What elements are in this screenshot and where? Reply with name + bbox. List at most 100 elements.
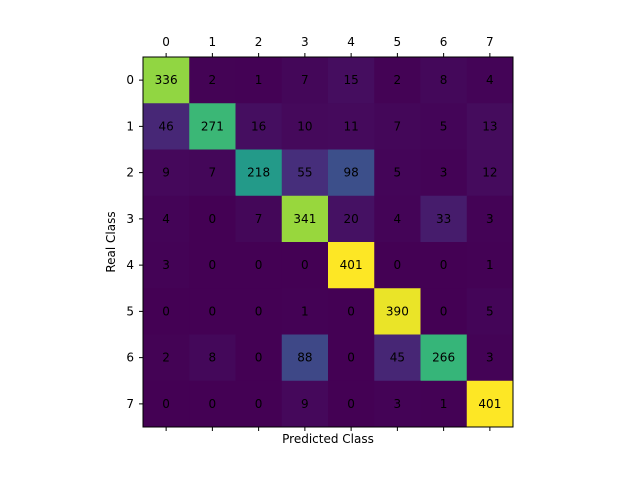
cell-value-r0-c2: 1 [255, 73, 263, 87]
cell-value-labels: 336 2 1 7 15 2 8 446 271 16 10 11 7 5 139 7 218 55 98 5 3 124… [155, 73, 502, 411]
heatmap-cell-r3-c4 [328, 195, 375, 243]
heatmap-cell-r6-c1 [189, 334, 236, 382]
cell-value-r0-c6: 8 [440, 73, 448, 87]
cell-value-r1-c4: 11 [343, 119, 358, 133]
cell-value-r2-c3: 55 [297, 166, 312, 180]
cell-value-r0-c5: 2 [394, 73, 402, 87]
cell-value-r3-c4: 20 [343, 212, 358, 226]
heatmap-cell-r5-c7 [466, 288, 514, 335]
x-tick-label-4: 4 [347, 35, 355, 49]
cell-value-r7-c3: 9 [301, 397, 309, 411]
heatmap-cell-r1-c4 [328, 103, 375, 150]
cell-value-r6-c6: 266 [432, 351, 455, 365]
heatmap-cell-r1-c0 [143, 103, 190, 150]
cell-value-r7-c1: 0 [209, 397, 217, 411]
heatmap-cell-r2-c1 [189, 149, 236, 197]
cell-value-r7-c0: 0 [162, 397, 170, 411]
cell-value-r6-c5: 45 [390, 351, 405, 365]
heatmap-cell-r2-c0 [143, 149, 190, 197]
heatmap-cell-r6-c5 [374, 334, 421, 382]
cell-value-r4-c0: 3 [162, 258, 170, 272]
heatmap-cell-r1-c6 [420, 103, 468, 150]
cell-value-r6-c4: 0 [347, 351, 355, 365]
cell-value-r7-c7: 401 [478, 397, 501, 411]
cell-value-r4-c4: 401 [340, 258, 363, 272]
x-tick-label-6: 6 [440, 35, 448, 49]
x-tick-label-1: 1 [209, 35, 217, 49]
heatmap-cell-r7-c4 [328, 380, 375, 428]
cell-value-r1-c1: 271 [201, 119, 224, 133]
y-tick-label-0: 0 [126, 73, 134, 87]
heatmap-cell-r6-c7 [466, 334, 514, 382]
heatmap-cell-r7-c7 [466, 380, 514, 428]
cell-value-r7-c2: 0 [255, 397, 263, 411]
cell-value-r3-c2: 7 [255, 212, 263, 226]
cell-value-r4-c5: 0 [394, 258, 402, 272]
cell-value-r2-c7: 12 [482, 166, 497, 180]
y-tick-label-5: 5 [126, 304, 134, 318]
heatmap-cell-r7-c5 [374, 380, 421, 428]
cell-value-r7-c6: 1 [440, 397, 448, 411]
heatmap-cell-r5-c4 [328, 288, 375, 335]
heatmap-cell-r0-c2 [235, 57, 283, 104]
heatmap-cell-r5-c5 [374, 288, 421, 335]
cell-value-r4-c6: 0 [440, 258, 448, 272]
y-tick-label-2: 2 [126, 166, 134, 180]
heatmap-cell-r3-c0 [143, 195, 190, 243]
heatmap-cell-r1-c1 [189, 103, 236, 150]
heatmap-cell-r0-c4 [328, 57, 375, 104]
heatmap-cell-r3-c3 [281, 195, 329, 243]
heatmap-cell-r2-c4 [328, 149, 375, 197]
cell-value-r7-c5: 3 [394, 397, 402, 411]
heatmap-cell-r4-c2 [235, 242, 283, 289]
heatmap-cell-r1-c7 [466, 103, 514, 150]
heatmap-cell-r5-c3 [281, 288, 329, 335]
y-tick-label-4: 4 [126, 258, 134, 272]
heatmap-cell-r3-c2 [235, 195, 283, 243]
heatmap-cell-r2-c5 [374, 149, 421, 197]
heatmap-cell-r5-c2 [235, 288, 283, 335]
cell-value-r1-c3: 10 [297, 119, 312, 133]
cell-value-r3-c3: 341 [293, 212, 316, 226]
heatmap-cell-r6-c0 [143, 334, 190, 382]
heatmap-cell-r5-c0 [143, 288, 190, 335]
heatmap-cell-r3-c6 [420, 195, 468, 243]
heatmap-cell-r1-c5 [374, 103, 421, 150]
heatmap-cell-r2-c2 [235, 149, 283, 197]
heatmap-cell-r0-c0 [143, 57, 190, 104]
heatmap-cell-r6-c2 [235, 334, 283, 382]
heatmap-cell-r1-c3 [281, 103, 329, 150]
cell-value-r1-c0: 46 [158, 119, 173, 133]
heatmap-cell-r3-c1 [189, 195, 236, 243]
cell-value-r5-c5: 390 [386, 304, 409, 318]
x-tick-label-5: 5 [394, 35, 402, 49]
y-axis-ticks: 0 1 2 3 4 5 6 7 [126, 73, 143, 411]
heatmap-cell-r4-c3 [281, 242, 329, 289]
heatmap-cell-r4-c7 [466, 242, 514, 289]
cell-value-r3-c7: 3 [486, 212, 494, 226]
y-tick-label-1: 1 [126, 119, 134, 133]
cell-value-r0-c4: 15 [343, 73, 358, 87]
heatmap-cell-r0-c6 [420, 57, 468, 104]
x-tick-label-7: 7 [486, 35, 494, 49]
cell-value-r6-c0: 2 [162, 351, 170, 365]
heatmap-cell-r4-c5 [374, 242, 421, 289]
heatmap-cells [143, 57, 514, 428]
cell-value-r6-c7: 3 [486, 351, 494, 365]
cell-value-r4-c1: 0 [209, 258, 217, 272]
cell-value-r6-c1: 8 [209, 351, 217, 365]
cell-value-r5-c1: 0 [209, 304, 217, 318]
cell-value-r3-c6: 33 [436, 212, 451, 226]
cell-value-r5-c2: 0 [255, 304, 263, 318]
cell-value-r1-c5: 7 [394, 119, 402, 133]
x-axis-label: Predicted Class [282, 432, 374, 446]
heatmap-cell-r7-c3 [281, 380, 329, 428]
x-tick-label-0: 0 [162, 35, 170, 49]
cell-value-r0-c1: 2 [209, 73, 217, 87]
heatmap-cell-r4-c0 [143, 242, 190, 289]
heatmap-cell-r7-c6 [420, 380, 468, 428]
heatmap-cell-r0-c3 [281, 57, 329, 104]
cell-value-r4-c7: 1 [486, 258, 494, 272]
heatmap-cell-r3-c5 [374, 195, 421, 243]
